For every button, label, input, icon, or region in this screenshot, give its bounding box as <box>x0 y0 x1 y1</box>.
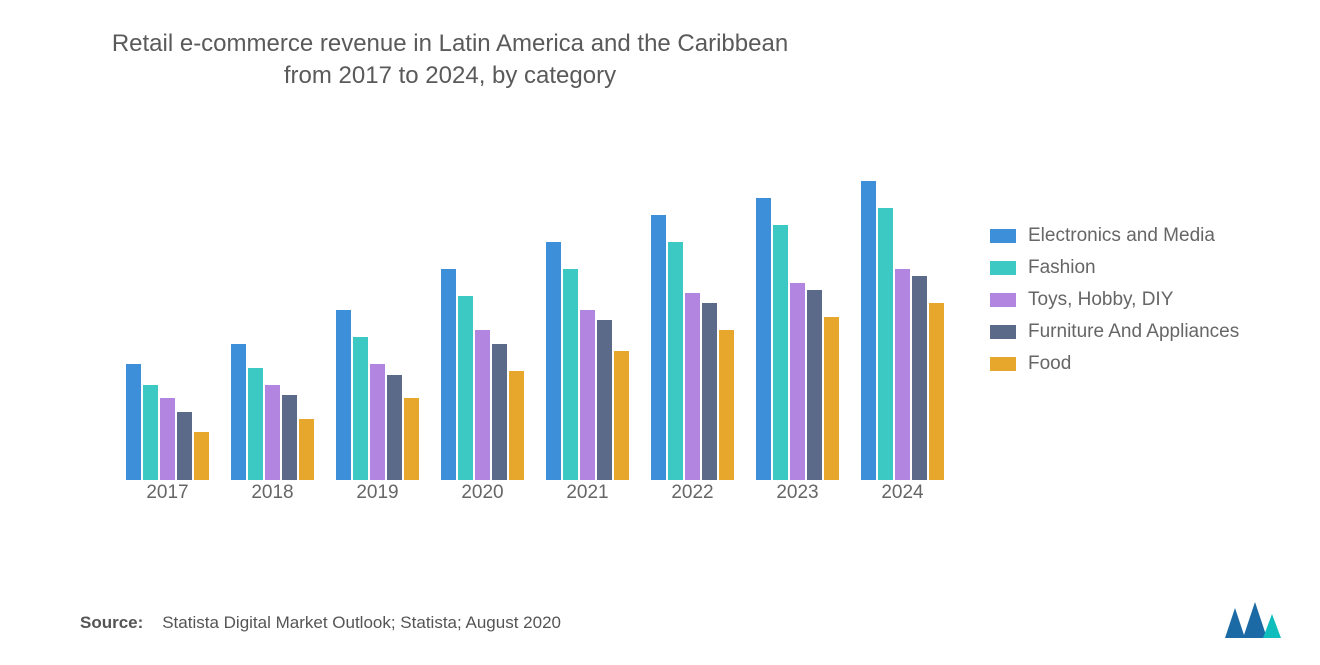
legend-label: Fashion <box>1028 257 1096 279</box>
legend-item: Fashion <box>990 257 1290 279</box>
x-tick-label: 2017 <box>138 482 198 504</box>
bar <box>353 337 368 480</box>
bar <box>194 432 209 480</box>
legend-swatch <box>990 261 1016 275</box>
bar <box>824 317 839 480</box>
source-label: Source: <box>80 613 143 632</box>
bar-group <box>336 310 419 480</box>
bar <box>126 364 141 480</box>
bar <box>160 398 175 480</box>
bar <box>929 303 944 480</box>
bar <box>895 269 910 480</box>
bar <box>265 385 280 480</box>
bar <box>790 283 805 480</box>
bar <box>492 344 507 480</box>
legend-swatch <box>990 293 1016 307</box>
bar <box>248 368 263 480</box>
bar-group <box>651 215 734 480</box>
legend: Electronics and Media Fashion Toys, Hobby,… <box>990 225 1290 385</box>
bar <box>807 290 822 480</box>
bar <box>387 375 402 480</box>
bar <box>912 276 927 480</box>
bar <box>614 351 629 480</box>
legend-label: Food <box>1028 353 1071 375</box>
x-tick-label: 2022 <box>663 482 723 504</box>
legend-swatch <box>990 325 1016 339</box>
bar-group <box>861 181 944 480</box>
source-text: Statista Digital Market Outlook; Statist… <box>162 613 561 632</box>
bar <box>282 395 297 480</box>
x-tick-label: 2023 <box>768 482 828 504</box>
legend-item: Food <box>990 353 1290 375</box>
x-tick-label: 2019 <box>348 482 408 504</box>
chart-title: Retail e-commerce revenue in Latin Ameri… <box>100 28 800 93</box>
brand-logo <box>1223 600 1285 640</box>
source-caption: Source: Statista Digital Market Outlook;… <box>80 613 561 633</box>
x-tick-label: 2020 <box>453 482 513 504</box>
bar <box>773 225 788 480</box>
bar <box>336 310 351 480</box>
bar <box>441 269 456 480</box>
bar <box>861 181 876 480</box>
bar <box>756 198 771 480</box>
bar <box>580 310 595 480</box>
bar <box>370 364 385 480</box>
bar <box>546 242 561 480</box>
legend-label: Electronics and Media <box>1028 225 1215 247</box>
x-axis-labels: 2017 2018 2019 2020 2021 2022 2023 2024 <box>100 482 970 512</box>
bar <box>458 296 473 480</box>
x-tick-label: 2021 <box>558 482 618 504</box>
bar <box>231 344 246 480</box>
bar <box>563 269 578 480</box>
bar <box>685 293 700 480</box>
bar <box>404 398 419 480</box>
bar-group <box>126 364 209 480</box>
bar <box>509 371 524 480</box>
bar-group <box>441 269 524 480</box>
x-tick-label: 2024 <box>873 482 933 504</box>
legend-swatch <box>990 357 1016 371</box>
legend-item: Toys, Hobby, DIY <box>990 289 1290 311</box>
legend-label: Toys, Hobby, DIY <box>1028 289 1173 311</box>
bar <box>719 330 734 480</box>
bar <box>668 242 683 480</box>
bar <box>177 412 192 480</box>
bar-group <box>756 198 839 480</box>
legend-label: Furniture And Appliances <box>1028 321 1239 343</box>
legend-swatch <box>990 229 1016 243</box>
x-tick-label: 2018 <box>243 482 303 504</box>
bar <box>299 419 314 480</box>
legend-item: Furniture And Appliances <box>990 321 1290 343</box>
bar <box>143 385 158 480</box>
bar-group <box>546 242 629 480</box>
bar <box>878 208 893 480</box>
bar <box>597 320 612 480</box>
plot-area <box>100 140 970 480</box>
bar <box>475 330 490 480</box>
legend-item: Electronics and Media <box>990 225 1290 247</box>
chart-area: 2017 2018 2019 2020 2021 2022 2023 2024 <box>100 140 970 520</box>
bar <box>702 303 717 480</box>
bar-group <box>231 344 314 480</box>
bar <box>651 215 666 480</box>
